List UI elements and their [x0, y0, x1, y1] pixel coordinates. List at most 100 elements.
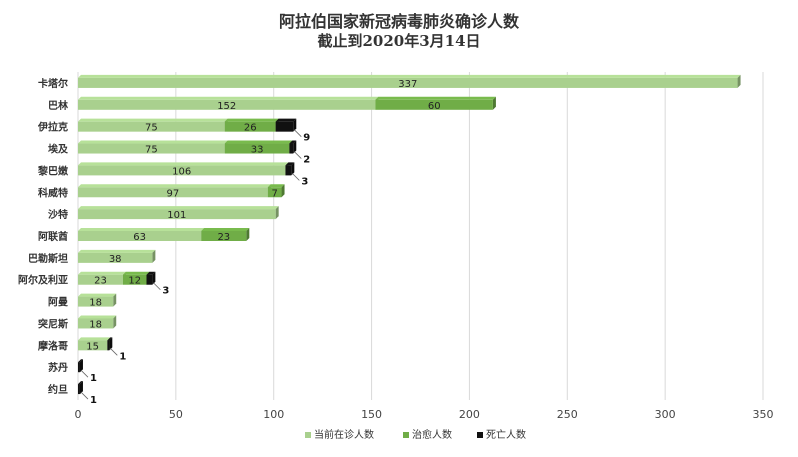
leader-line	[153, 282, 161, 291]
category-label: 阿尔及利亚	[18, 274, 68, 287]
bar-top	[78, 228, 205, 231]
category-label: 卡塔尔	[38, 77, 68, 90]
bar-top	[78, 271, 127, 275]
leader-line	[292, 173, 300, 181]
bar-side	[113, 315, 117, 329]
bar-segment	[375, 99, 493, 110]
category-label: 约旦	[48, 383, 68, 396]
bar-side	[737, 74, 741, 88]
bar-segment	[224, 143, 290, 154]
bar-segment	[78, 165, 286, 176]
bar-segment	[285, 165, 292, 176]
bar-segment	[78, 77, 738, 88]
legend-label: 死亡人数	[486, 428, 526, 441]
bar-segment	[78, 296, 114, 307]
bar-segment	[78, 121, 225, 132]
legend-label: 治愈人数	[412, 428, 452, 441]
bar-side	[113, 293, 117, 307]
bar-top	[146, 271, 156, 275]
data-label: 12	[128, 276, 141, 287]
x-tick-label: 250	[557, 408, 578, 421]
data-label: 23	[217, 232, 230, 243]
bar-top	[78, 140, 228, 144]
bar-side	[79, 359, 83, 373]
bar-segment	[107, 340, 110, 351]
data-label: 3	[162, 286, 169, 297]
bar-side	[492, 96, 496, 110]
x-tick-label: 100	[263, 408, 284, 421]
bar-segment	[146, 274, 153, 285]
data-label: 1	[90, 373, 97, 384]
bar-top	[78, 337, 111, 341]
bar-segment	[224, 121, 276, 132]
bar-top	[78, 162, 289, 166]
x-tick-label: 200	[459, 408, 480, 421]
data-label: 1	[119, 351, 126, 362]
data-label: 18	[89, 319, 102, 330]
data-label: 106	[172, 166, 191, 177]
bar-top	[78, 96, 379, 100]
data-label: 60	[428, 101, 441, 112]
legend-swatch	[305, 432, 311, 438]
bar-side	[291, 162, 295, 176]
bar-segment	[78, 274, 124, 285]
data-label: 23	[94, 276, 107, 287]
bar-top	[78, 293, 117, 297]
data-label: 9	[303, 133, 310, 144]
bar-segment	[123, 274, 147, 285]
bar-top	[123, 271, 150, 275]
bar-side	[109, 337, 113, 351]
category-label: 阿曼	[48, 297, 68, 309]
legend-label: 当前在诊人数	[314, 428, 374, 441]
x-tick-label: 150	[361, 408, 382, 421]
data-label: 18	[89, 298, 102, 309]
data-label: 7	[272, 188, 278, 199]
bar-segment	[78, 340, 108, 351]
bar-segment	[78, 99, 376, 110]
data-label: 63	[133, 232, 146, 243]
bar-side	[293, 118, 297, 132]
legend-swatch	[477, 432, 483, 438]
bar-top	[107, 337, 113, 341]
bar-top	[201, 228, 250, 231]
bar-side	[275, 206, 279, 220]
bar-top	[289, 140, 297, 144]
category-label: 黎巴嫩	[38, 164, 69, 177]
bar-top	[267, 184, 285, 188]
bar-side	[152, 271, 156, 285]
bar-top	[78, 206, 279, 210]
x-tick-label: 300	[655, 408, 676, 421]
bar-segment	[78, 143, 225, 154]
data-label: 33	[251, 145, 264, 156]
data-label: 75	[145, 123, 158, 134]
data-label: 3	[301, 176, 308, 187]
data-label: 337	[398, 79, 417, 90]
bar-top	[78, 381, 83, 385]
category-label: 埃及	[48, 143, 69, 156]
x-tick-label: 50	[169, 408, 183, 421]
bar-top	[275, 118, 297, 122]
bar-segment	[78, 231, 202, 241]
x-tick-label: 0	[75, 408, 82, 421]
chart-title: 阿拉伯国家新冠病毒肺炎确诊人数	[278, 12, 519, 31]
bar-top	[285, 162, 295, 166]
category-label: 突尼斯	[38, 317, 68, 330]
data-label: 97	[167, 188, 180, 199]
bar-top	[78, 315, 117, 319]
leader-line	[294, 129, 302, 137]
bar-side	[79, 381, 83, 395]
bar-top	[78, 249, 156, 253]
category-label: 阿联酋	[38, 230, 68, 243]
category-label: 苏丹	[48, 361, 68, 374]
category-label: 巴勒斯坦	[28, 252, 68, 265]
bar-segment	[201, 231, 247, 241]
leader-line	[110, 348, 118, 356]
bar-side	[281, 184, 285, 198]
bar-top	[224, 118, 279, 122]
bar-top	[78, 74, 741, 78]
data-label: 15	[86, 341, 99, 352]
data-label: 152	[217, 101, 236, 112]
bar-segment	[289, 143, 294, 154]
